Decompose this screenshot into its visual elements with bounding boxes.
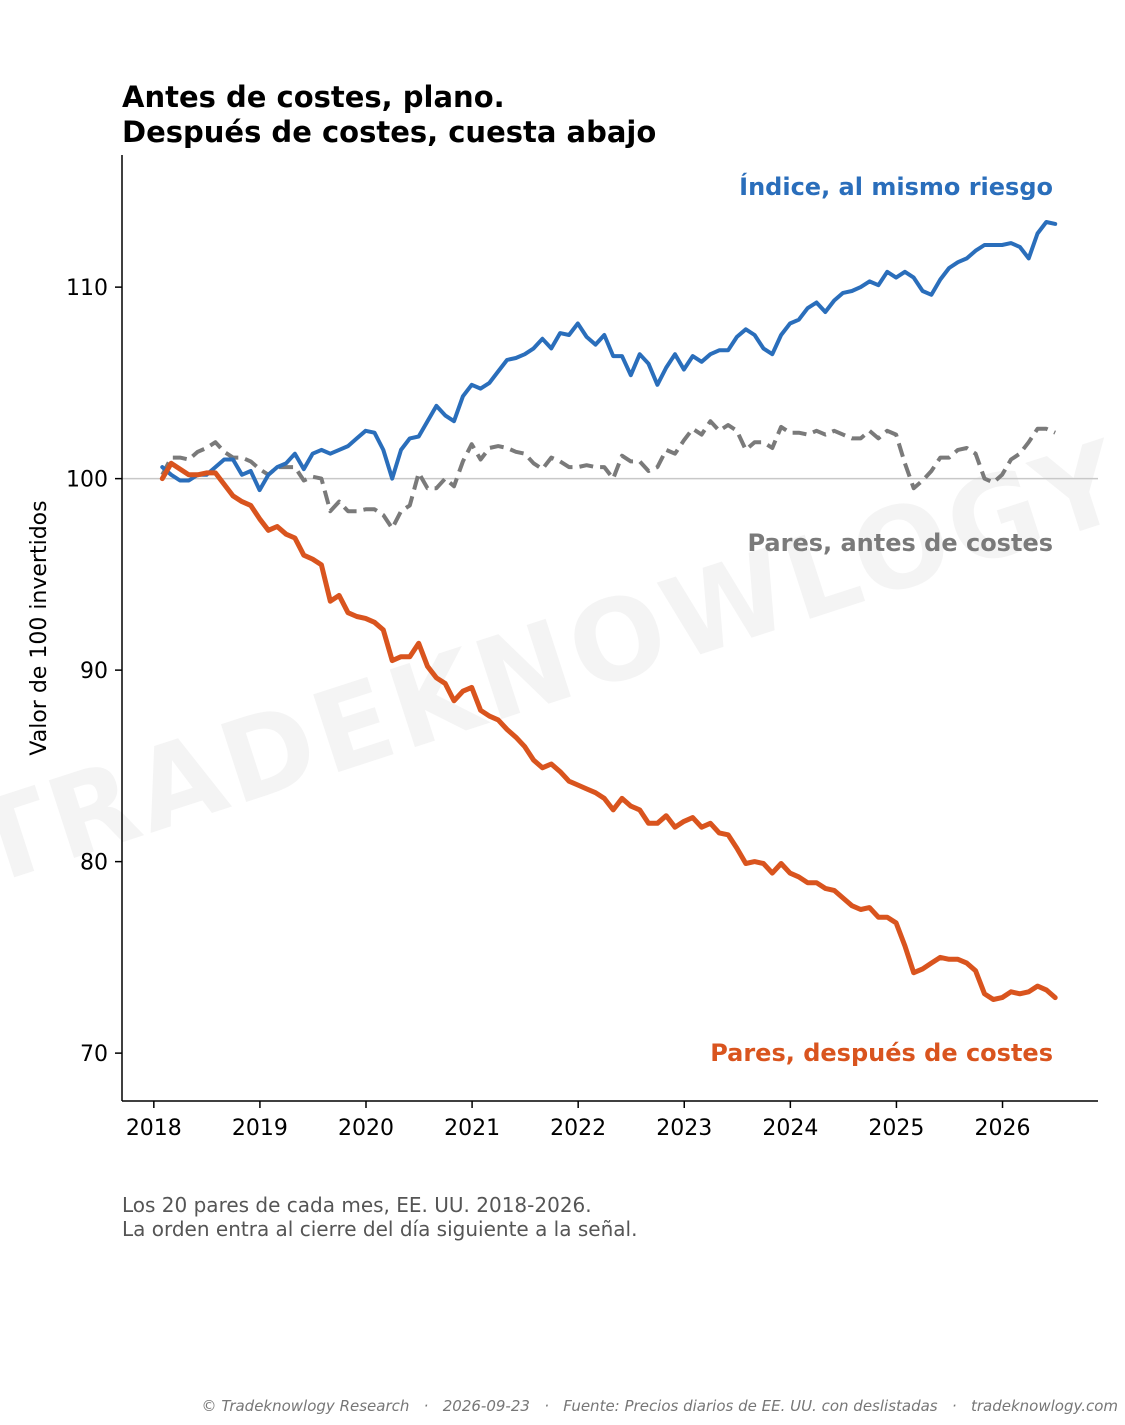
series-label-indice: Índice, al mismo riesgo xyxy=(739,172,1053,201)
y-tick-label: 70 xyxy=(80,1042,108,1067)
y-tick-label: 90 xyxy=(80,659,108,684)
footer: © Tradeknowlogy Research · 2026-09-23 · … xyxy=(202,1397,1118,1415)
x-tick-label: 2020 xyxy=(338,1116,394,1141)
series-line-antes xyxy=(160,419,1057,531)
note-line1: Los 20 pares de cada mes, EE. UU. 2018-2… xyxy=(122,1193,592,1217)
x-tick-label: 2025 xyxy=(868,1116,924,1141)
y-tick-label: 100 xyxy=(66,468,108,493)
series-line-indice xyxy=(160,220,1058,493)
series-label-antes: Pares, antes de costes xyxy=(747,529,1053,557)
series-label-despues: Pares, después de costes xyxy=(710,1039,1053,1067)
x-tick-label: 2019 xyxy=(232,1116,288,1141)
note-line2: La orden entra al cierre del día siguien… xyxy=(122,1217,637,1241)
x-tick-label: 2024 xyxy=(762,1116,818,1141)
y-axis-ticks: 70 80 90 100 110 xyxy=(66,276,122,1067)
series-line-despues xyxy=(159,460,1058,1002)
x-tick-label: 2018 xyxy=(126,1116,182,1141)
chart-title-line1: Antes de costes, plano. xyxy=(122,80,505,114)
x-axis-ticks: 2018 2019 2020 2021 2022 2023 2024 2025 2026 xyxy=(126,1101,1031,1141)
x-tick-label: 2022 xyxy=(550,1116,606,1141)
y-tick-label: 80 xyxy=(80,851,108,876)
x-tick-label: 2021 xyxy=(444,1116,500,1141)
y-tick-label: 110 xyxy=(66,276,108,301)
chart-title-line2: Después de costes, cuesta abajo xyxy=(122,115,656,149)
x-tick-label: 2023 xyxy=(656,1116,712,1141)
watermark: TRADEKNOWLOGY xyxy=(0,416,1125,911)
y-axis-label: Valor de 100 invertidos xyxy=(27,500,52,755)
x-tick-label: 2026 xyxy=(975,1116,1031,1141)
plot-area: 70 80 90 100 110 2018 2019 2020 2021 2022 2023 202… xyxy=(66,155,1098,1141)
series-lines xyxy=(159,220,1058,1002)
